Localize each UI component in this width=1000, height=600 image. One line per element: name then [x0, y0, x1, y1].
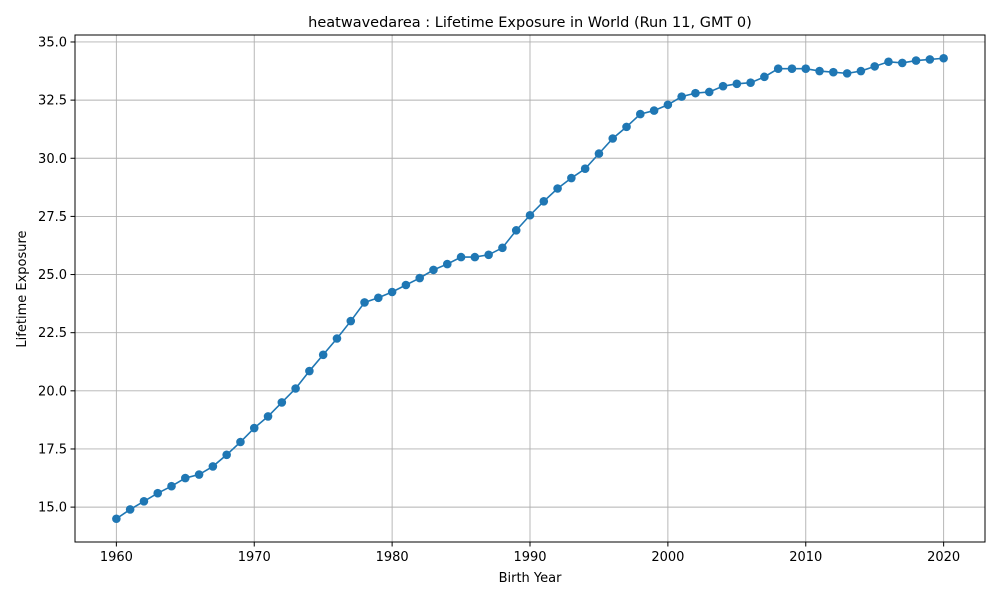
y-tick-label: 17.5 — [38, 442, 67, 457]
data-point — [649, 106, 659, 115]
data-point — [567, 173, 576, 183]
data-point — [594, 149, 604, 158]
data-point — [691, 88, 700, 98]
data-point — [760, 72, 769, 82]
data-point — [194, 470, 204, 479]
data-point — [332, 334, 342, 343]
data-point — [291, 384, 300, 393]
data-point — [305, 366, 314, 376]
data-point — [539, 196, 549, 206]
data-point — [939, 53, 948, 63]
tick-layer: 1960 1970 1980 1990 2000 2010 2020 15.0 17.5 20.0… — [38, 35, 960, 565]
data-point — [442, 259, 452, 269]
data-point — [663, 100, 673, 110]
y-tick-label: 32.5 — [38, 94, 67, 109]
data-point — [636, 109, 645, 119]
data-point — [181, 473, 190, 483]
data-point — [498, 243, 507, 253]
y-tick-label: 27.5 — [38, 210, 67, 225]
data-point — [553, 184, 562, 193]
y-tick-label: 35.0 — [38, 35, 67, 50]
data-point — [374, 293, 383, 303]
data-point — [801, 64, 811, 74]
data-point — [456, 252, 466, 262]
data-point — [153, 488, 163, 498]
data-point — [125, 505, 135, 514]
data-point — [773, 64, 783, 74]
y-tick-label: 15.0 — [38, 501, 67, 516]
data-point — [387, 287, 397, 297]
data-point — [511, 226, 521, 235]
x-tick-label: 2010 — [789, 550, 822, 565]
data-point — [429, 265, 438, 275]
data-point — [897, 58, 907, 68]
data-point — [856, 66, 866, 76]
data-point — [911, 56, 921, 65]
data-point — [870, 62, 879, 71]
x-tick-label: 1980 — [376, 550, 409, 565]
data-point — [732, 79, 742, 89]
x-tick-label: 2000 — [651, 550, 684, 565]
data-point — [787, 64, 797, 74]
data-point — [401, 280, 411, 290]
data-point — [484, 250, 493, 260]
data-point — [829, 67, 838, 77]
data-point — [925, 55, 935, 64]
data-point — [704, 87, 714, 97]
data-point — [263, 412, 273, 421]
data-point — [608, 134, 618, 143]
data-point — [249, 423, 259, 433]
chart-title: heatwavedarea : Lifetime Exposure in Wor… — [308, 15, 752, 31]
y-tick-label: 20.0 — [38, 384, 67, 399]
data-point — [208, 462, 218, 471]
x-tick-label: 1960 — [100, 550, 133, 565]
data-point — [677, 92, 686, 101]
y-tick-label: 25.0 — [38, 268, 67, 283]
y-tick-label: 30.0 — [38, 152, 67, 167]
data-point — [415, 273, 424, 283]
data-point — [842, 69, 852, 78]
data-point — [318, 350, 328, 360]
x-tick-label: 1970 — [238, 550, 271, 565]
data-point — [167, 481, 176, 491]
data-point — [139, 497, 149, 506]
data-point — [746, 78, 755, 87]
data-point — [622, 122, 631, 132]
series-layer — [112, 53, 948, 524]
data-point — [236, 437, 245, 447]
x-axis-label: Birth Year — [499, 571, 563, 586]
data-point — [470, 252, 480, 262]
data-point — [346, 316, 356, 326]
data-point — [277, 398, 287, 407]
data-point — [815, 66, 824, 76]
x-tick-label: 1990 — [513, 550, 546, 565]
data-point — [884, 57, 893, 67]
data-point — [360, 298, 369, 307]
data-point — [718, 81, 728, 91]
data-point — [580, 164, 590, 174]
y-tick-label: 22.5 — [38, 326, 67, 341]
x-tick-label: 2020 — [927, 550, 960, 565]
data-point — [112, 514, 121, 524]
y-axis-label: Lifetime Exposure — [15, 230, 30, 347]
data-point — [222, 450, 231, 460]
data-point — [525, 210, 535, 220]
